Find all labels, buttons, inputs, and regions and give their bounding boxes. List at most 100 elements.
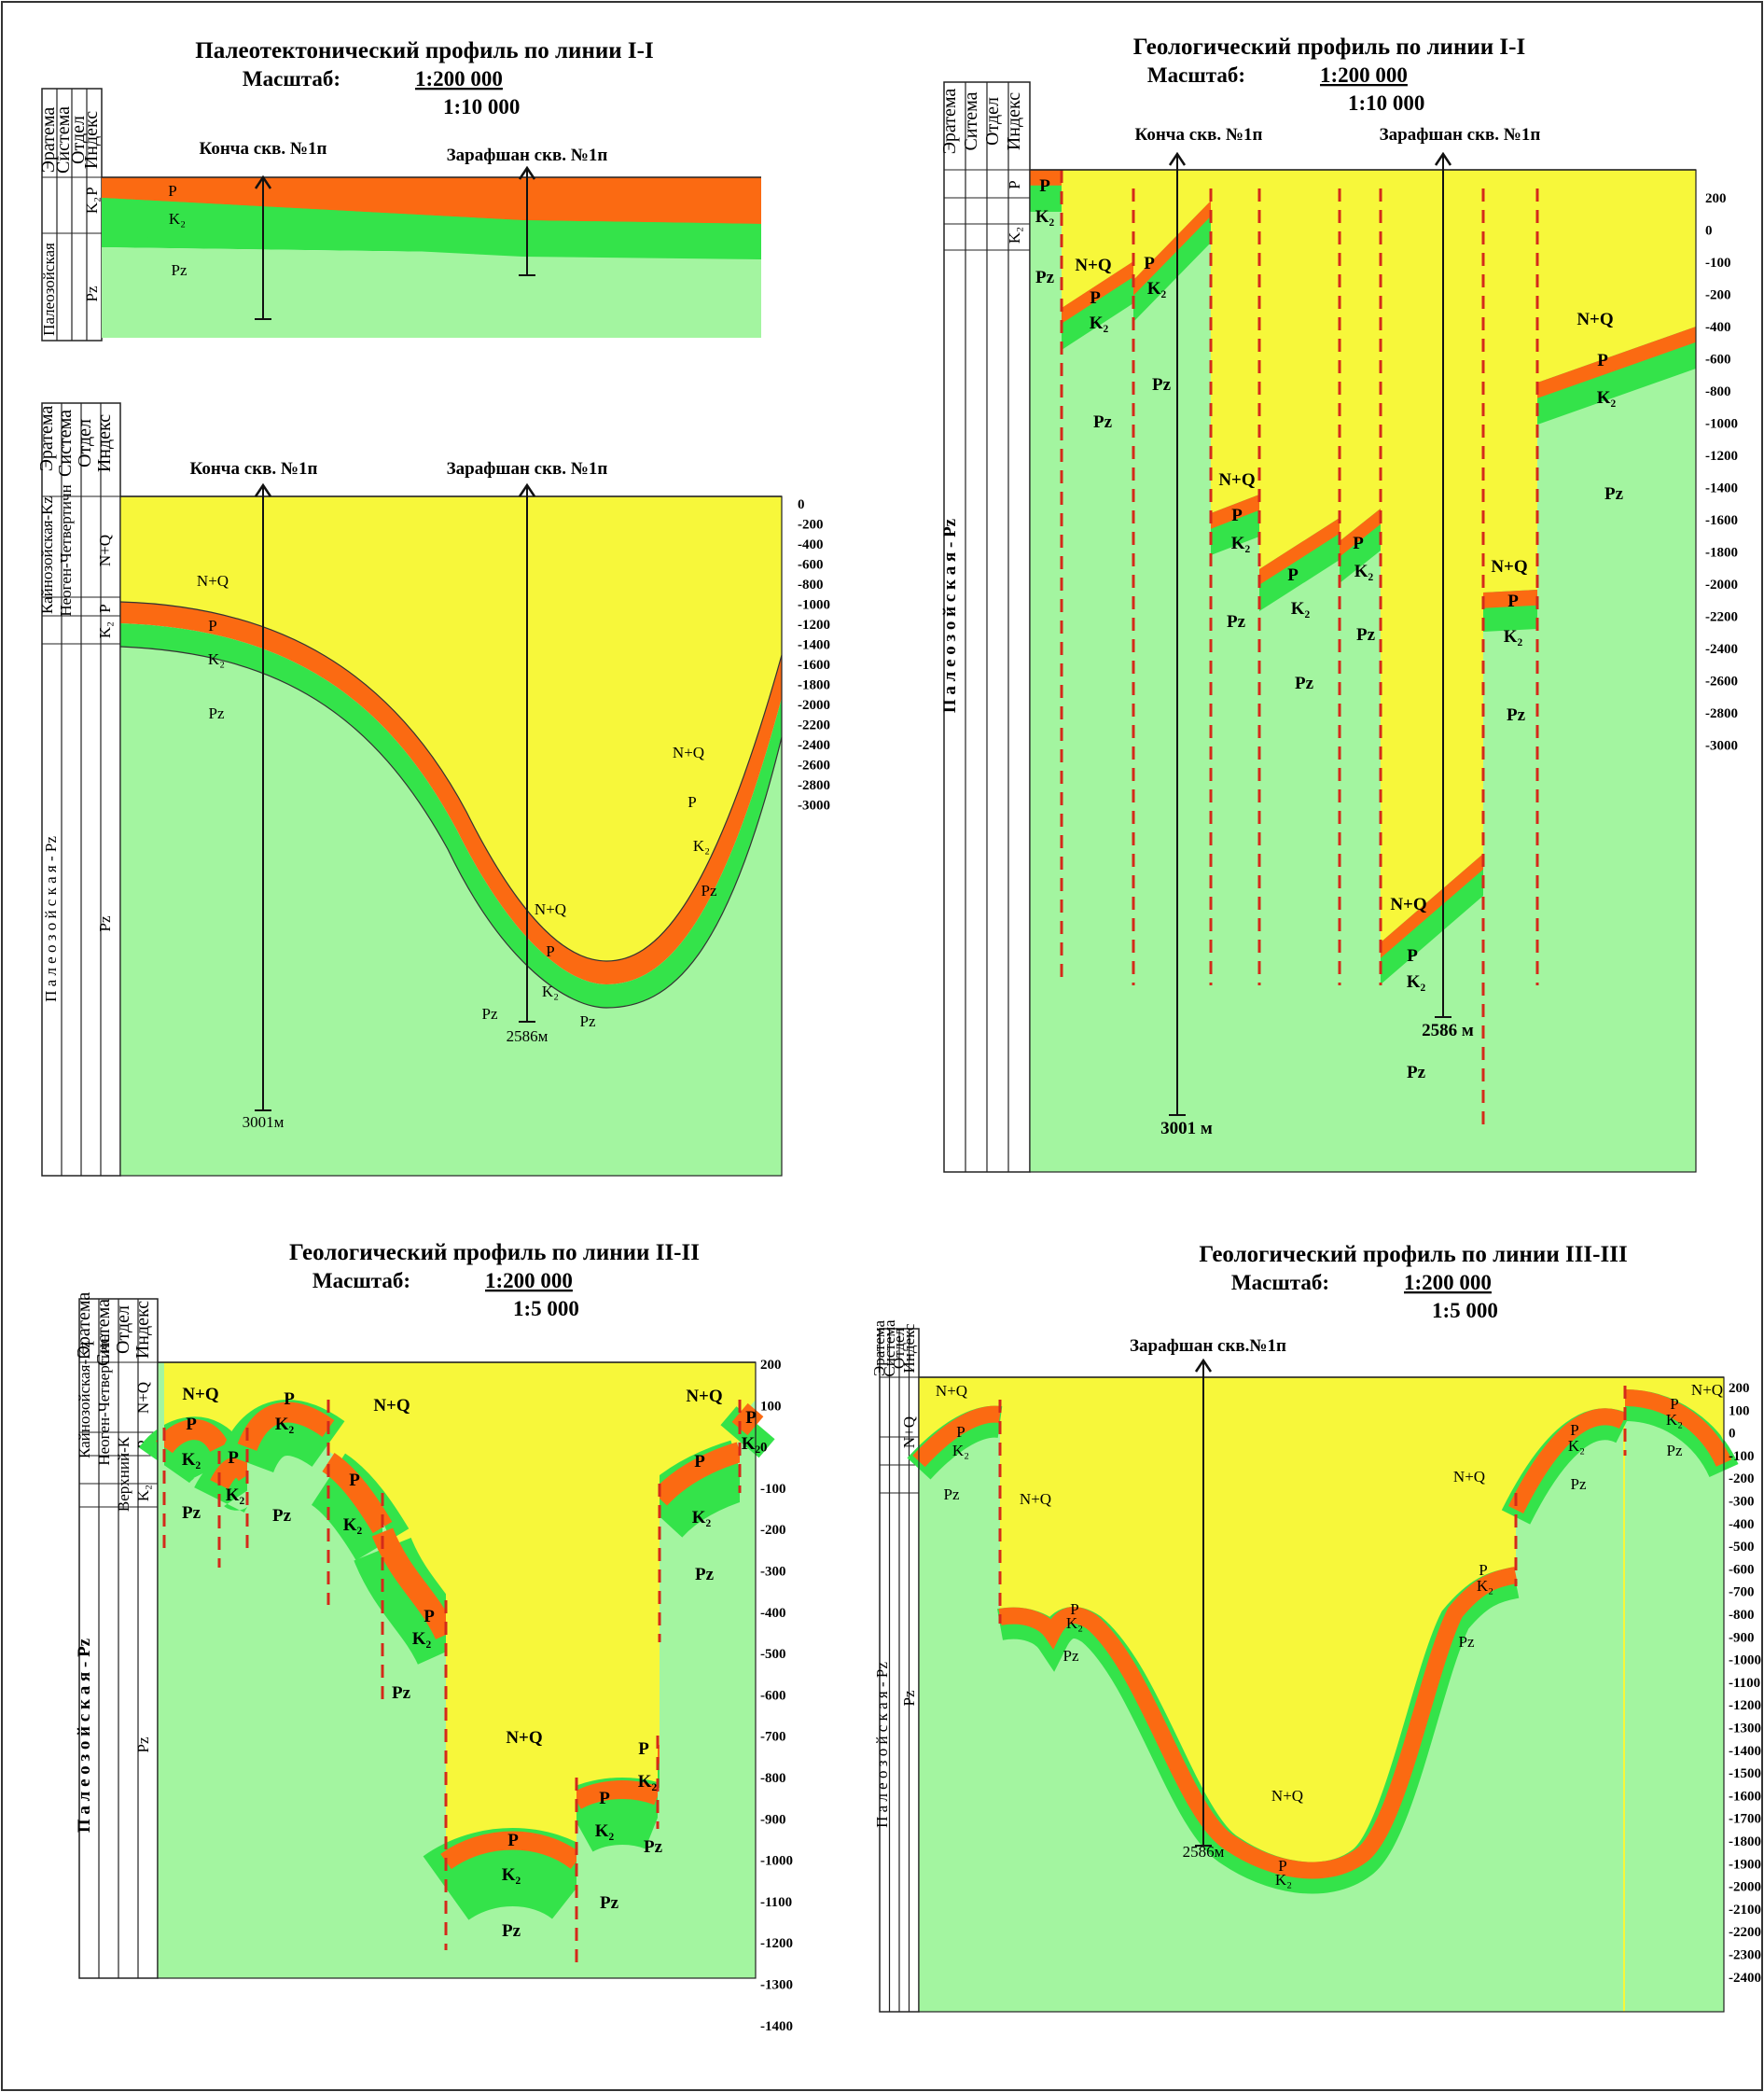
depth-axis-label: -1600	[798, 658, 830, 673]
depth-axis-label: -100	[760, 1482, 786, 1497]
layer-label-p: P	[1570, 1421, 1578, 1439]
paleozoic-layer	[1062, 261, 1133, 1172]
depth-axis-label: -1900	[1729, 1857, 1761, 1872]
header-division: Отдел	[982, 97, 1003, 146]
header-system: Система	[53, 106, 74, 174]
depth-axis-label: -1400	[1705, 481, 1738, 496]
profile3-scale-vertical: 1:5 000	[1432, 1299, 1498, 1322]
layer-label-p: P	[349, 1471, 360, 1490]
layer-label-pz: Pz	[1093, 412, 1113, 432]
paleozoic-layer	[1340, 509, 1381, 1172]
header-erathem: Эратема	[36, 406, 57, 472]
profile1-right-scale-vertical: 1:10 000	[1348, 91, 1424, 115]
depth-axis-label: -300	[760, 1565, 786, 1580]
well-koncha-arrow-icon	[254, 174, 272, 189]
header-index: Индекс	[81, 111, 102, 169]
layer-label-pz: Pz	[580, 1012, 596, 1030]
depth-axis-label: -2100	[1729, 1903, 1761, 1918]
index-p-label: P	[83, 187, 101, 195]
layer-label-nq: N+Q	[1390, 895, 1426, 914]
header-division: Отдел	[113, 1305, 133, 1354]
layer-label-p: P	[228, 1448, 239, 1468]
paleozoic-layer	[1625, 1390, 1724, 2012]
neogene-quaternary-layer	[1062, 170, 1133, 308]
paleogene-layer	[651, 1442, 743, 1506]
index-nq-label: N+Q	[900, 1416, 918, 1448]
paleogene-layer	[572, 1780, 661, 1809]
paleogene-layer	[731, 1402, 764, 1436]
layer-label-p: P	[1144, 254, 1155, 273]
profile-frame	[119, 495, 783, 1177]
header-erathem: Эратема	[870, 1320, 888, 1376]
profile3-title: Геологический профиль по линии III-III	[1199, 1242, 1627, 1267]
layer-label-nq: N+Q	[936, 1382, 967, 1400]
erathem-cenozoic-label: Кайнозойская-Kz	[76, 1341, 93, 1458]
paleozoic-layer	[1537, 327, 1696, 1172]
layer-label-k2: K₂	[1597, 388, 1617, 408]
header-index: Индекс	[132, 1301, 153, 1359]
layer-label-pz: Pz	[1667, 1442, 1683, 1459]
layer-label-pz: Pz	[944, 1485, 960, 1503]
depth-axis-label: -400	[798, 537, 824, 552]
paleogene-layer	[1483, 590, 1537, 608]
profile2-scale-horizontal: 1:200 000	[485, 1269, 573, 1292]
layer-label-p: P	[694, 1452, 705, 1471]
layer-label-k2: K₂	[275, 1415, 295, 1434]
neogene-quaternary-layer	[1133, 170, 1211, 280]
index-k2-label: K₂	[134, 1485, 152, 1501]
header-erathem: Эратема	[74, 1292, 94, 1359]
layer-label-p: P	[1287, 565, 1299, 585]
layer-label-p: P	[1407, 946, 1418, 966]
layer-label-p: P	[599, 1789, 610, 1808]
erathem-paleozoic-label: П а л е о з о й с к а я - Pz	[75, 1638, 94, 1833]
layer-label-k2: K₂	[1090, 314, 1109, 333]
depth-axis-label: -1800	[1729, 1834, 1761, 1849]
layer-label-pz: Pz	[209, 704, 225, 722]
header-system: Система	[55, 410, 76, 477]
layer-label-nq: N+Q	[1453, 1468, 1485, 1485]
index-pz-label: Pz	[134, 1736, 152, 1752]
depth-axis-label: -300	[1729, 1495, 1755, 1510]
depth-axis-label: -2800	[798, 778, 830, 793]
header-erathem: Эратема	[38, 107, 59, 174]
layer-label-nq: N+Q	[1491, 557, 1527, 577]
depth-axis-label: -1400	[798, 638, 830, 653]
depth-axis-label: -900	[760, 1812, 786, 1827]
division-upper-k-label: Верхний-К	[115, 1436, 132, 1512]
layer-label-pz: Pz	[1035, 268, 1055, 287]
depth-axis-label: -1100	[760, 1895, 792, 1910]
paleozoic-layer	[1211, 495, 1259, 1172]
paleozoic-layer	[120, 647, 782, 1176]
paleozoic-layer	[102, 247, 761, 338]
index-nq-label: N+Q	[134, 1382, 152, 1414]
layer-label-k2: K₂	[742, 1434, 761, 1454]
profile2-scale-label: Масштаб:	[313, 1269, 410, 1292]
paleogene-layer	[237, 1402, 335, 1452]
well-koncha-arrow-icon	[1168, 151, 1187, 166]
paleogene-layer	[912, 1405, 1002, 1468]
paleogene-layer	[1062, 261, 1133, 324]
layer-label-k2: K₂	[693, 837, 710, 855]
depth-axis-label: -1000	[1705, 417, 1738, 432]
paleozoic-layer	[164, 1419, 219, 1978]
paleogene-layer	[155, 1419, 229, 1454]
well-koncha-depth: 3001м	[243, 1113, 285, 1131]
layer-label-k2: K₂	[1504, 627, 1523, 647]
depth-axis-label: -1200	[1705, 449, 1738, 464]
layer-label-pz: Pz	[1063, 1647, 1079, 1665]
cretaceous-layer	[636, 1440, 749, 1539]
depth-axis-label: 0	[1729, 1427, 1736, 1442]
depth-axis-label: 100	[1729, 1403, 1750, 1418]
depth-axis-label: -200	[798, 518, 824, 533]
paleozoic-layer	[740, 1400, 756, 1978]
depth-axis-label: -3000	[1705, 739, 1738, 754]
depth-axis-label: -700	[760, 1730, 786, 1745]
index-nq-label: N+Q	[96, 535, 114, 566]
paleogene-layer	[102, 177, 761, 224]
well-zarafshan-depth: 2586 м	[1422, 1021, 1474, 1040]
layer-label-k2: K₂	[1407, 972, 1426, 992]
layer-label-k2: K₂	[226, 1485, 245, 1505]
depth-axis-label: -1200	[760, 1936, 793, 1951]
cretaceous-layer	[102, 198, 761, 259]
paleozoic-layer	[247, 1402, 328, 1978]
